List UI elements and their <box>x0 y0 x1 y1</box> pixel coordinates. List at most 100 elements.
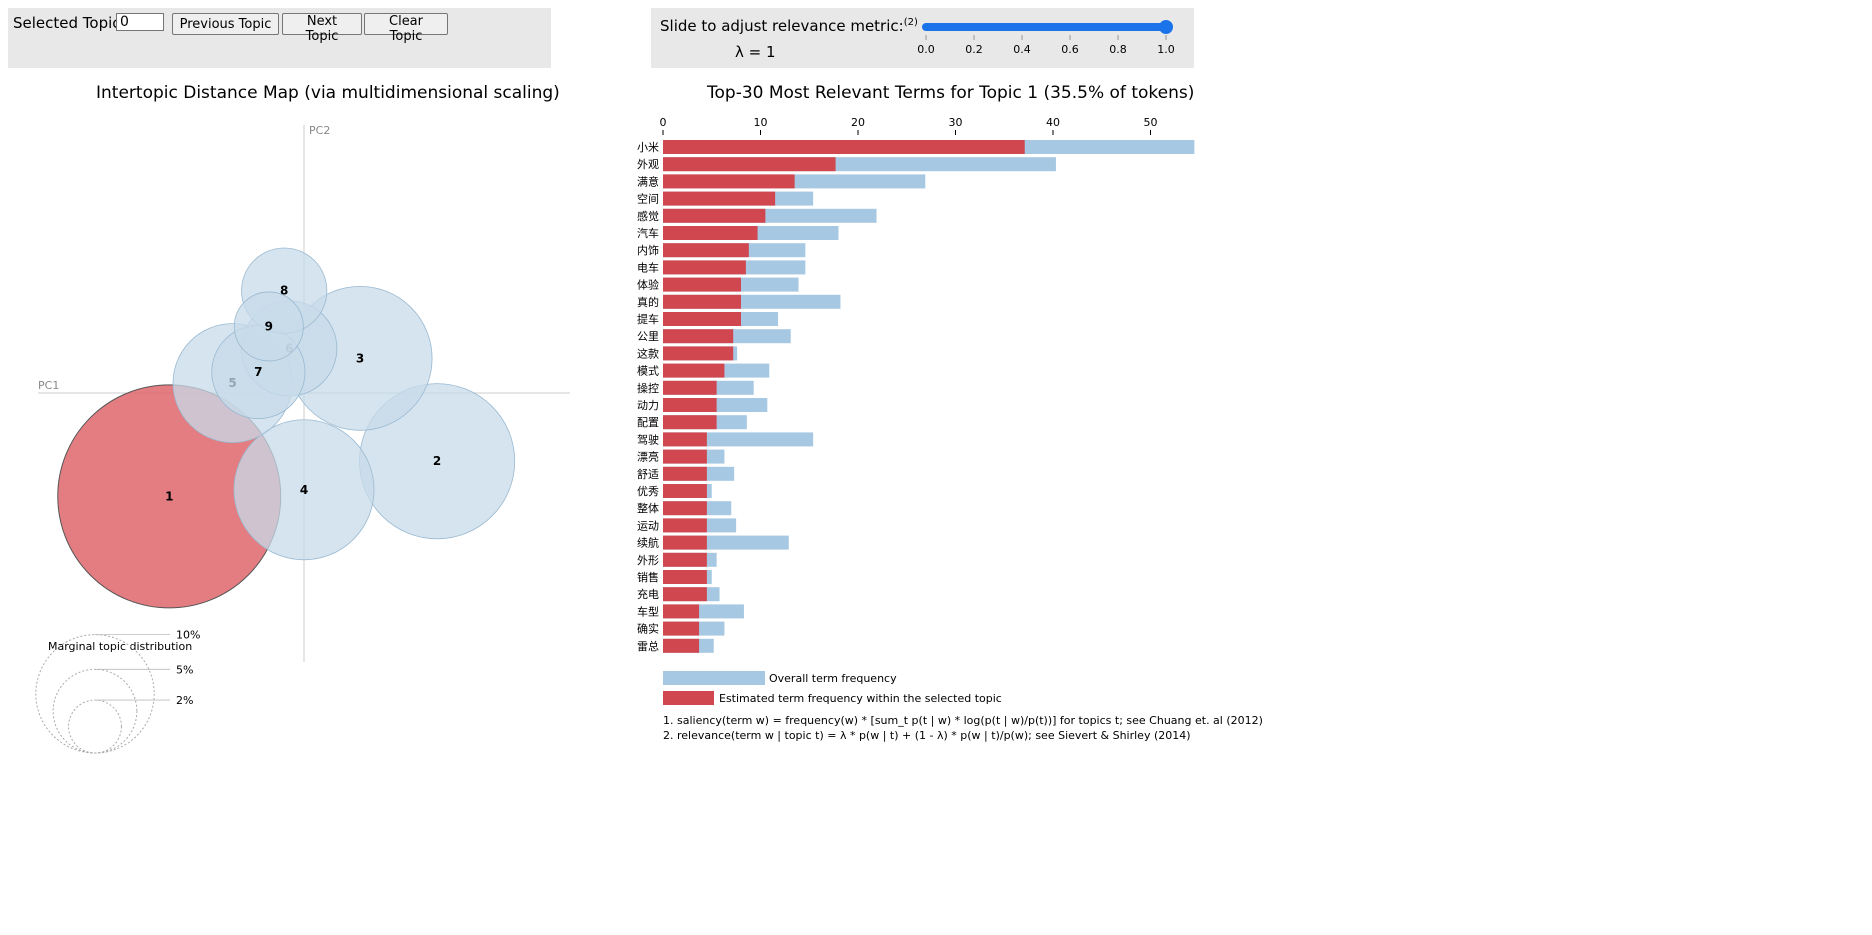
topic-frequency-bar <box>663 226 758 240</box>
marginal-topic-legend: Marginal topic distribution 2% 5% 10% <box>35 629 200 754</box>
bar-x-tick-label: 20 <box>851 116 865 129</box>
term-label: 这款 <box>637 346 659 360</box>
slider-tick-label: 1.0 <box>1157 43 1175 56</box>
topic-bubble-label-8: 8 <box>280 284 288 298</box>
bar-legend: Overall term frequency Estimated term fre… <box>663 671 1263 742</box>
legend-topic-label: Estimated term frequency within the sele… <box>719 692 1002 705</box>
pc1-axis-label: PC1 <box>38 379 59 392</box>
topic-frequency-bar <box>663 466 707 481</box>
term-label: 体验 <box>637 278 659 292</box>
term-label: 舒适 <box>637 467 659 481</box>
topic-bubble-label-9: 9 <box>265 319 273 333</box>
marginal-legend-circle <box>35 634 155 754</box>
marginal-legend-circle <box>68 699 122 754</box>
term-label: 漂亮 <box>637 450 659 464</box>
topic-frequency-bar <box>663 449 707 464</box>
topic-bubble-4 <box>233 419 375 561</box>
term-label: 充电 <box>637 587 659 601</box>
term-label: 操控 <box>637 381 659 395</box>
term-label: 外观 <box>637 158 659 171</box>
bar-x-tick-label: 30 <box>949 116 963 129</box>
topic-frequency-bar <box>663 243 749 258</box>
term-label: 优秀 <box>637 485 659 498</box>
marginal-legend-circle <box>52 668 138 754</box>
term-label: 整体 <box>637 501 659 515</box>
topic-frequency-bar <box>663 518 707 533</box>
relevance-slider-label-text: Slide to adjust relevance metric: <box>660 17 904 35</box>
topic-frequency-bar <box>663 398 717 412</box>
slider-tick-label: 0.6 <box>1061 43 1079 56</box>
term-label: 车型 <box>637 604 659 618</box>
topic-frequency-bar <box>663 208 766 223</box>
term-label: 汽车 <box>637 226 659 240</box>
term-label: 驾驶 <box>637 432 659 446</box>
topic-frequency-bar <box>663 621 700 636</box>
topic-frequency-bar <box>663 570 707 584</box>
bar-x-tick-label: 40 <box>1046 116 1060 129</box>
legend-overall-swatch <box>663 671 765 685</box>
topic-frequency-bar <box>663 638 700 653</box>
topic-frequency-bar <box>663 277 741 292</box>
topic-controls-panel: Selected Topic: Previous Topic Next Topi… <box>8 8 551 68</box>
bar-rows: 小米外观满意空间感觉汽车内饰电车体验真的提车公里这款模式操控动力配置驾驶漂亮舒适… <box>637 140 1195 653</box>
term-label: 内饰 <box>637 243 659 257</box>
bar-x-axis: 0 10 20 30 40 50 <box>660 116 1158 135</box>
topic-frequency-bar <box>663 380 717 395</box>
term-label: 配置 <box>637 416 659 429</box>
topic-frequency-bar <box>663 329 734 344</box>
topic-frequency-bar <box>663 260 746 275</box>
topic-bubbles: 123456789 <box>57 247 516 609</box>
bar-x-tick-label: 0 <box>660 116 667 129</box>
topic-frequency-bar <box>663 140 1025 154</box>
term-label: 小米 <box>637 141 659 154</box>
topic-frequency-bar <box>663 174 795 189</box>
topic-bubble-9 <box>233 291 304 362</box>
term-label: 空间 <box>637 192 659 206</box>
relevance-controls-panel: Slide to adjust relevance metric:(2) λ =… <box>651 8 1194 68</box>
slider-ticks: 0.0 0.2 0.4 0.6 0.8 1.0 <box>917 35 1175 56</box>
topic-frequency-bar <box>663 191 776 206</box>
slider-tick-label: 0.4 <box>1013 43 1031 56</box>
slider-thumb[interactable] <box>1159 20 1173 34</box>
legend-overall-label: Overall term frequency <box>769 672 897 685</box>
term-label: 满意 <box>637 174 659 188</box>
term-label: 确实 <box>637 622 659 636</box>
term-label: 模式 <box>637 365 659 378</box>
relevance-slider[interactable]: 0.0 0.2 0.4 0.6 0.8 1.0 <box>916 13 1196 63</box>
relevant-terms-bar-chart: 0 10 20 30 40 50 小米外观满意空间感觉汽车内饰电车体验真的提车公里这款模式… <box>637 116 1263 742</box>
selected-topic-input[interactable] <box>116 13 164 31</box>
intertopic-map-title: Intertopic Distance Map (via multidimens… <box>96 83 560 103</box>
previous-topic-button[interactable]: Previous Topic <box>172 13 279 35</box>
topic-frequency-bar <box>663 363 725 378</box>
term-label: 电车 <box>637 260 659 274</box>
bar-x-tick-label: 50 <box>1144 116 1158 129</box>
topic-frequency-bar <box>663 501 707 516</box>
topic-frequency-bar <box>663 587 707 602</box>
relevance-footnote-marker: (2) <box>903 17 918 28</box>
term-label: 公里 <box>637 330 659 343</box>
marginal-distribution-title: Marginal topic distribution <box>48 640 192 653</box>
topic-frequency-bar <box>663 484 707 498</box>
relevant-terms-title: Top-30 Most Relevant Terms for Topic 1 (… <box>707 83 1195 103</box>
topic-bubble-label-2: 2 <box>433 454 441 468</box>
slider-tick-label: 0.2 <box>965 43 983 56</box>
marginal-legend-label: 10% <box>176 629 200 642</box>
slider-tick-label: 0.8 <box>1109 43 1127 56</box>
topic-bubble-label-1: 1 <box>165 489 173 503</box>
relevance-footnote: 2. relevance(term w | topic t) = λ * p(w… <box>663 729 1191 742</box>
term-label: 提车 <box>637 312 659 326</box>
saliency-footnote: 1. saliency(term w) = frequency(w) * [su… <box>663 714 1263 727</box>
term-label: 销售 <box>637 570 659 584</box>
term-label: 真的 <box>637 295 659 309</box>
topic-frequency-bar <box>663 157 836 172</box>
clear-topic-button[interactable]: Clear Topic <box>364 13 448 44</box>
lambda-value: λ = 1 <box>735 43 776 61</box>
marginal-legend-label: 5% <box>176 663 193 676</box>
slider-tick-label: 0.0 <box>917 43 935 56</box>
topic-frequency-bar <box>663 415 717 430</box>
topic-bubble-label-7: 7 <box>254 365 262 379</box>
term-label: 感觉 <box>637 210 659 223</box>
topic-bubble-label-4: 4 <box>300 483 308 497</box>
next-topic-button[interactable]: Next Topic <box>282 13 362 44</box>
